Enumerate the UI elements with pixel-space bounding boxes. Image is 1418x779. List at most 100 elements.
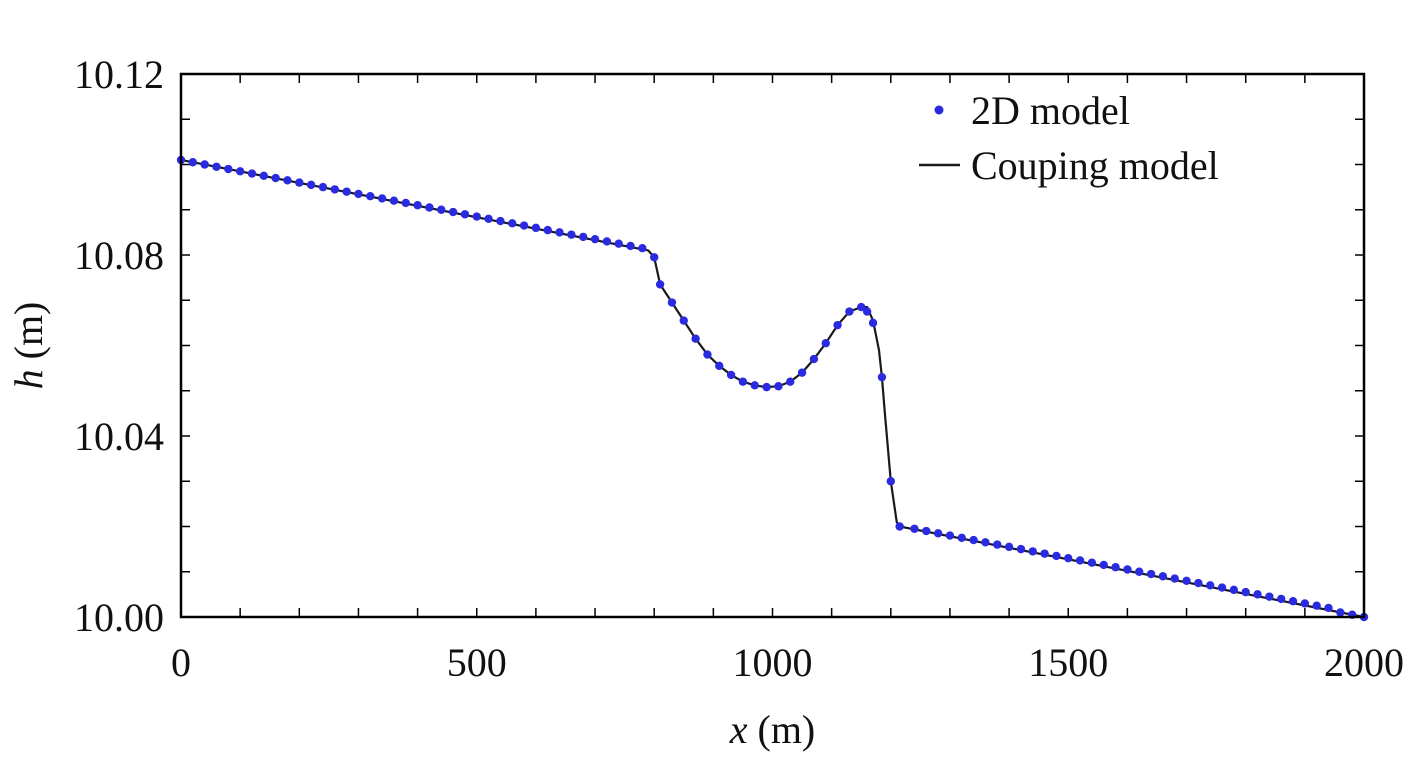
data-point-2d-model xyxy=(886,477,895,486)
data-point-2d-model xyxy=(1135,567,1144,576)
data-point-2d-model xyxy=(1146,569,1156,579)
data-point-2d-model xyxy=(579,232,588,242)
data-point-2d-model xyxy=(857,302,866,312)
data-point-2d-model xyxy=(590,234,600,244)
data-point-2d-model xyxy=(247,169,257,178)
x-axis-label: x (m) xyxy=(729,707,816,752)
data-point-2d-model xyxy=(531,223,541,233)
data-point-2d-model xyxy=(448,207,458,217)
legend: 2D model Couping model xyxy=(919,88,1219,188)
data-point-2d-model xyxy=(877,372,887,382)
data-point-2d-model xyxy=(1052,551,1061,561)
data-point-2d-model xyxy=(295,178,304,187)
data-point-2d-model xyxy=(845,307,854,316)
data-point-2d-model xyxy=(1217,583,1227,592)
x-tick-label: 2000 xyxy=(1324,640,1404,685)
data-point-2d-model xyxy=(602,237,612,246)
x-tick-label: 1500 xyxy=(1028,640,1108,685)
y-tick-label: 10.12 xyxy=(74,52,164,97)
data-point-2d-model xyxy=(981,538,990,547)
data-point-2d-model xyxy=(413,201,422,210)
tick-labels: 0 500 1000 1500 2000 10.00 10.04 10.08 10.12 xyxy=(74,52,1404,685)
data-point-2d-model xyxy=(1300,599,1310,608)
data-point-2d-model xyxy=(224,164,233,174)
data-point-2d-model xyxy=(750,381,759,390)
legend-marker-2d-model xyxy=(934,105,944,115)
data-point-2d-model xyxy=(1158,572,1168,581)
data-point-2d-model xyxy=(726,370,736,380)
x-tick-label: 0 xyxy=(171,640,191,685)
data-point-2d-model xyxy=(1170,574,1179,583)
data-point-2d-model xyxy=(460,210,470,219)
data-point-2d-model xyxy=(437,205,446,214)
data-point-2d-model xyxy=(306,180,316,190)
data-point-2d-model xyxy=(354,189,363,199)
data-point-2d-model xyxy=(567,230,576,239)
data-point-2d-model xyxy=(922,526,931,536)
data-point-2d-model xyxy=(401,198,410,208)
data-point-2d-model xyxy=(895,522,904,531)
data-point-2d-model xyxy=(1028,547,1037,556)
data-point-2d-model xyxy=(655,280,665,289)
data-point-2d-model xyxy=(1064,553,1073,563)
x-axis-unit: (m) xyxy=(748,707,816,752)
x-tick-label: 500 xyxy=(447,640,507,685)
data-point-2d-model xyxy=(868,318,878,328)
data-point-2d-model xyxy=(691,334,700,343)
data-point-2d-model xyxy=(1004,542,1014,552)
data-point-2d-model xyxy=(993,540,1002,549)
data-point-2d-model xyxy=(774,382,783,391)
data-point-2d-model xyxy=(1016,544,1026,554)
data-point-2d-model xyxy=(910,524,919,533)
y-tick-label: 10.00 xyxy=(74,595,164,640)
data-point-2d-model xyxy=(933,529,943,538)
data-point-2d-model xyxy=(667,298,677,307)
data-point-2d-model xyxy=(1182,576,1191,585)
data-point-2d-model xyxy=(259,171,269,181)
axis-ticks xyxy=(180,73,1365,618)
data-point-2d-model xyxy=(318,182,328,192)
data-point-2d-model xyxy=(555,228,564,237)
data-point-2d-model xyxy=(738,377,748,386)
data-point-2d-model xyxy=(519,221,529,230)
data-point-2d-model xyxy=(425,203,434,212)
data-point-2d-model xyxy=(614,239,623,248)
data-point-2d-model xyxy=(1288,596,1298,606)
data-point-2d-model xyxy=(543,225,552,235)
data-point-2d-model xyxy=(1312,601,1321,610)
legend-label-couping-model: Couping model xyxy=(971,143,1219,188)
data-point-2d-model xyxy=(703,350,712,359)
data-point-2d-model xyxy=(945,531,955,540)
data-point-2d-model xyxy=(797,368,807,377)
data-point-2d-model xyxy=(188,158,198,167)
data-point-2d-model xyxy=(862,307,872,316)
y-tick-label: 10.04 xyxy=(74,414,164,459)
data-point-2d-model xyxy=(1276,594,1286,604)
data-point-2d-model xyxy=(762,382,771,392)
y-axis-unit: (m) xyxy=(6,302,51,370)
data-point-2d-model xyxy=(1099,560,1108,570)
data-point-2d-model xyxy=(496,216,505,226)
data-point-2d-model xyxy=(342,187,351,196)
data-point-2d-model xyxy=(626,241,635,251)
data-point-2d-model xyxy=(212,162,221,171)
data-point-2d-model xyxy=(271,173,280,183)
data-point-2d-model xyxy=(330,185,339,194)
plot-series xyxy=(176,155,1369,622)
data-point-2d-model xyxy=(821,339,830,348)
y-axis-variable: h xyxy=(6,369,51,389)
y-tick-label: 10.08 xyxy=(74,233,164,278)
data-point-2d-model xyxy=(638,244,647,253)
data-point-2d-model xyxy=(1040,549,1049,558)
data-point-2d-model xyxy=(650,253,659,262)
data-point-2d-model xyxy=(1075,556,1085,565)
data-point-2d-model xyxy=(366,191,375,201)
data-point-2d-model xyxy=(1265,592,1274,601)
data-point-2d-model xyxy=(1241,587,1250,597)
data-point-2d-model xyxy=(809,354,819,364)
data-point-2d-model xyxy=(389,196,399,205)
x-tick-label: 1000 xyxy=(733,640,813,685)
data-point-2d-model xyxy=(969,535,978,545)
data-point-2d-model xyxy=(1324,603,1333,613)
data-point-2d-model xyxy=(200,160,209,169)
